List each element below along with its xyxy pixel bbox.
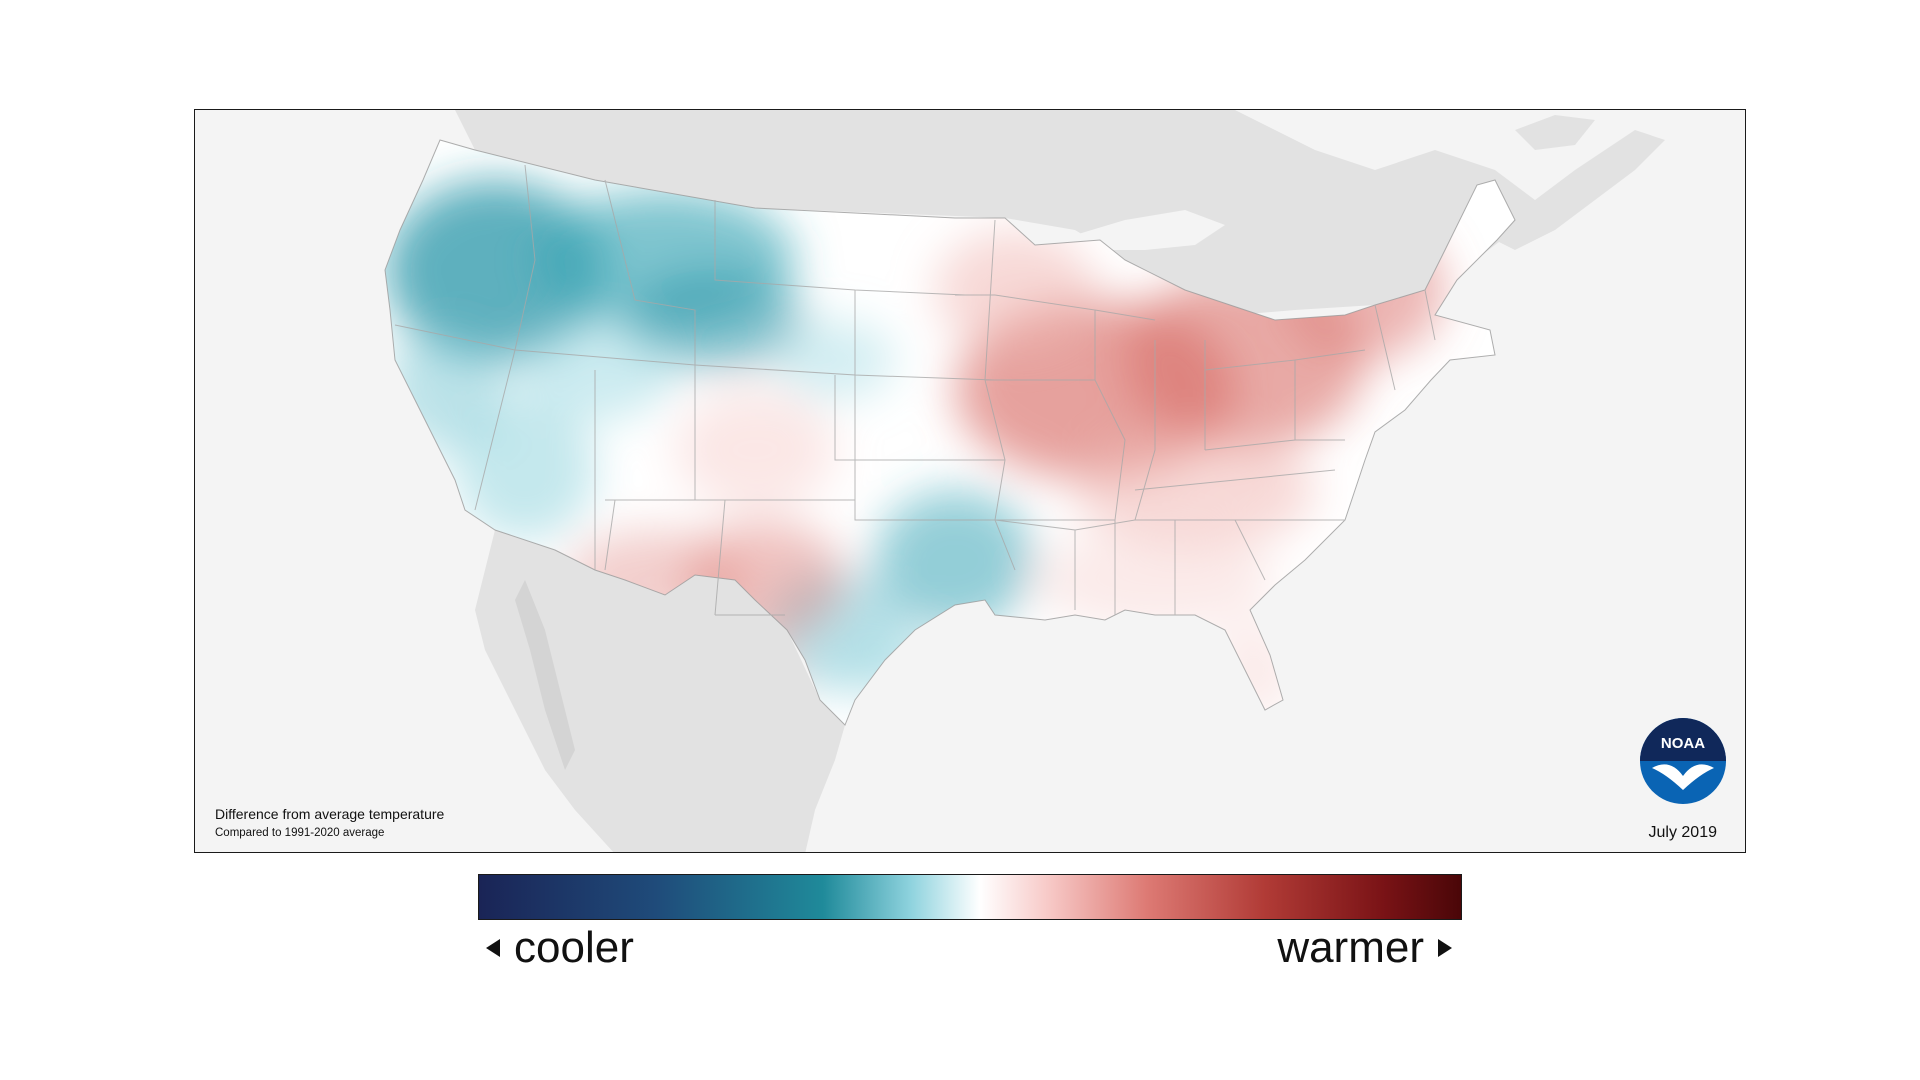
- legend-warmer-label: warmer: [1277, 923, 1424, 972]
- noaa-logo: NOAA: [1640, 718, 1726, 804]
- state-boundaries: [384, 139, 1516, 726]
- arrow-right-icon: [1438, 939, 1452, 957]
- map-caption-title: Difference from average temperature: [215, 806, 445, 822]
- temperature-anomaly-map: NOAA: [195, 110, 1745, 852]
- map-caption-subtitle: Compared to 1991-2020 average: [215, 827, 385, 839]
- nova-scotia: [1475, 130, 1665, 250]
- legend-cooler-label: cooler: [514, 923, 634, 972]
- legend-cooler: cooler: [486, 918, 634, 978]
- arrow-left-icon: [486, 939, 500, 957]
- lake-superior: [1075, 210, 1225, 250]
- legend-warmer: warmer: [1277, 918, 1452, 978]
- map-date-label: July 2019: [1648, 824, 1718, 841]
- map-panel: NOAA Difference from average temperature…: [194, 109, 1746, 853]
- color-scale-bar: [478, 874, 1462, 920]
- canada-landmass: [455, 110, 1535, 315]
- noaa-logo-text: NOAA: [1661, 735, 1705, 752]
- mexico-landmass: [475, 530, 845, 852]
